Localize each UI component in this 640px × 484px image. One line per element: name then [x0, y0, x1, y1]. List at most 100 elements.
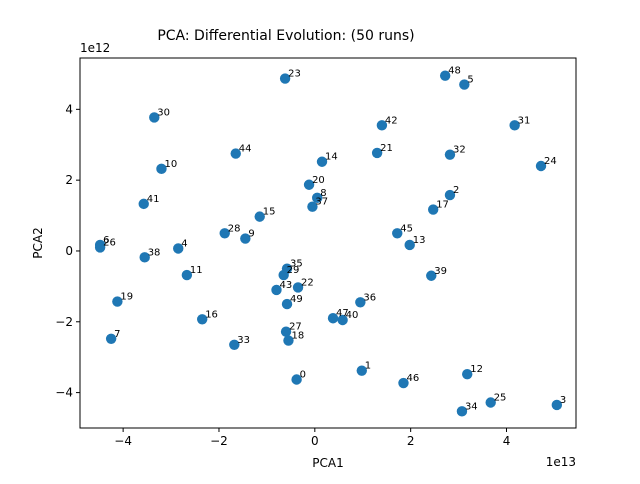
point-label: 25	[494, 393, 507, 404]
point-label: 34	[465, 401, 478, 412]
x-tick-label: 4	[503, 434, 511, 448]
y-tick-label: 2	[65, 173, 73, 187]
point-label: 17	[436, 200, 449, 211]
point-label: 33	[237, 335, 250, 346]
scatter-point	[139, 252, 150, 263]
point-label: 19	[120, 292, 133, 303]
x-tick-label: −2	[210, 434, 228, 448]
scatter-point	[376, 120, 388, 131]
scatter-point	[181, 269, 193, 281]
plot-frame	[79, 57, 577, 429]
scatter-point	[404, 239, 415, 251]
point-label: 31	[518, 115, 531, 126]
point-label: 43	[279, 280, 292, 291]
scatter-point	[156, 163, 167, 175]
scatter-point	[281, 298, 293, 310]
point-label: 42	[385, 115, 398, 126]
point-label: 38	[148, 247, 161, 258]
scatter-point	[444, 189, 456, 201]
point-label: 45	[400, 223, 413, 234]
scatter-point	[316, 156, 328, 167]
scatter-point	[485, 397, 496, 408]
scatter-point	[254, 211, 265, 222]
point-label: 24	[544, 156, 557, 167]
point-label: 20	[312, 175, 325, 186]
scatter-point	[327, 313, 339, 324]
point-label: 7	[114, 329, 120, 340]
scatter-point	[355, 297, 366, 308]
scatter-point	[271, 284, 282, 296]
scatter-point	[197, 314, 208, 325]
scatter-point	[149, 112, 160, 123]
point-label: 14	[325, 152, 338, 163]
point-label: 11	[190, 265, 203, 276]
y-tick-label: −4	[55, 386, 73, 400]
point-label: 2	[453, 185, 459, 196]
point-label: 9	[248, 229, 254, 240]
scatter-point	[307, 201, 318, 212]
scatter-point	[291, 374, 302, 385]
scatter-point	[439, 70, 451, 81]
scatter-point	[398, 377, 409, 389]
scatter-point	[426, 270, 437, 281]
point-label: 36	[363, 292, 376, 303]
point-label: 3	[560, 395, 566, 406]
point-label: 0	[300, 369, 306, 380]
point-label: 15	[263, 207, 276, 218]
point-label: 46	[406, 373, 419, 384]
point-label: 16	[205, 309, 218, 320]
scatter-point	[356, 365, 367, 376]
scatter-point	[105, 333, 117, 344]
scatter-point	[173, 243, 184, 254]
x-offset-label: 1e13	[546, 455, 576, 469]
scatter-point	[279, 73, 291, 84]
scatter-point	[337, 314, 348, 326]
point-label: 29	[287, 265, 300, 276]
point-label: 30	[157, 107, 170, 118]
scatter-point	[312, 192, 323, 204]
scatter-point	[281, 263, 293, 274]
x-axis-label: PCA1	[312, 456, 343, 470]
point-label: 41	[147, 194, 160, 205]
point-label: 23	[288, 69, 301, 80]
y-tick-label: −2	[55, 315, 73, 329]
point-label: 32	[453, 145, 466, 156]
point-label: 35	[290, 259, 303, 270]
point-label: 18	[291, 331, 304, 342]
point-label: 40	[346, 310, 359, 321]
point-label: 44	[239, 144, 252, 155]
scatter-point	[292, 282, 304, 293]
point-label: 1	[365, 361, 371, 372]
point-label: 8	[320, 188, 326, 199]
scatter-point	[280, 326, 292, 337]
y-offset-label: 1e12	[80, 41, 110, 55]
scatter-point	[551, 399, 563, 411]
point-label: 6	[103, 235, 109, 246]
scatter-point	[444, 149, 456, 160]
y-axis-label: PCA2	[31, 227, 45, 258]
x-tick-label: 0	[311, 434, 319, 448]
scatter-point	[392, 228, 403, 239]
chart-title: PCA: Differential Evolution: (50 runs)	[157, 28, 414, 44]
point-label: 22	[301, 277, 314, 288]
scatter-point	[229, 339, 240, 350]
point-label: 4	[181, 238, 187, 249]
point-label: 13	[413, 235, 426, 246]
point-label: 48	[448, 66, 461, 77]
scatter-point	[459, 79, 470, 90]
scatter-point	[427, 204, 439, 215]
point-label: 10	[164, 159, 177, 170]
point-label: 5	[467, 75, 473, 86]
scatter-point	[456, 406, 468, 417]
point-label: 27	[289, 322, 302, 333]
y-tick-label: 4	[65, 102, 73, 116]
scatter-point	[138, 198, 149, 210]
scatter-point	[219, 228, 230, 239]
y-tick-label: 0	[65, 244, 73, 258]
point-label: 49	[290, 294, 303, 305]
point-label: 39	[434, 266, 447, 277]
scatter-point	[283, 335, 294, 346]
